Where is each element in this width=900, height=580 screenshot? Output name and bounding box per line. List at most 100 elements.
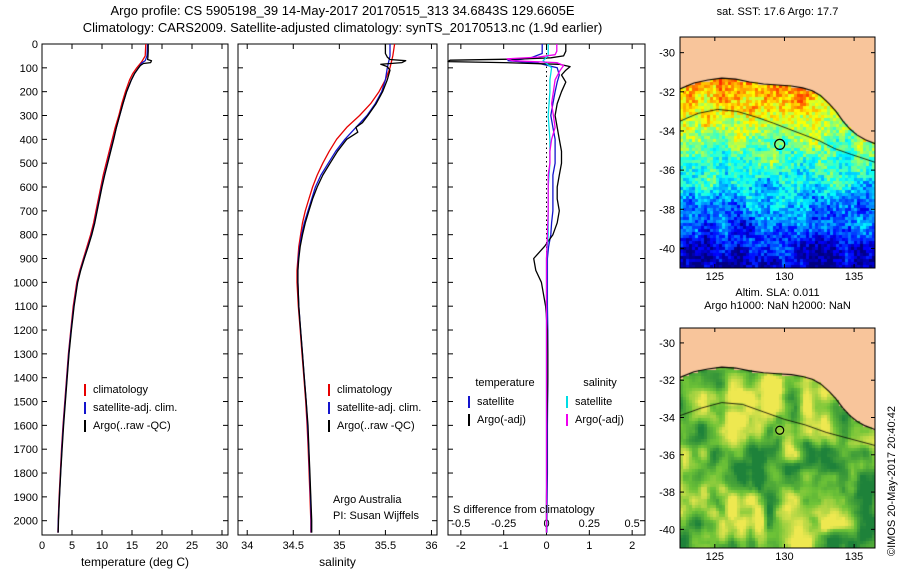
axis-tick-label: 800: [20, 230, 38, 242]
legend-item-climatology: climatology: [328, 381, 421, 399]
series-argo-adj-s-diff: [506, 44, 565, 533]
axis-tick-label: -40: [659, 524, 675, 536]
axis-tick-label: 1300: [14, 349, 38, 361]
legend-label: Argo(-adj): [575, 414, 624, 426]
axis-tick-label: 100: [20, 63, 38, 75]
legend-item-satellite-tdiff: satellite: [460, 393, 550, 411]
legend-swatch-climatology: [84, 384, 86, 396]
figure-title-line2: Climatology: CARS2009. Satellite-adjuste…: [82, 20, 603, 35]
axis-tick-label: 1100: [14, 301, 38, 313]
axis-tick-label: -38: [659, 204, 675, 216]
axis-tick-label: 0: [39, 540, 45, 552]
axis-tick-label: 0.5: [625, 518, 640, 530]
axis-tick-label: 1700: [14, 444, 38, 456]
axis-tick-label: 400: [20, 134, 38, 146]
axis-tick-label: -32: [659, 375, 675, 387]
axis-tick-label: 34.5: [283, 540, 304, 552]
axis-tick-label: 2000: [14, 516, 38, 528]
axis-tick-label: 35.5: [375, 540, 396, 552]
axis-tick-label: 0: [32, 39, 38, 51]
plot-box-temperature-profile: [41, 43, 229, 536]
series-argo-raw-qc: [297, 44, 407, 533]
axis-tick-label: -34: [659, 126, 675, 138]
axis-tick-label: 1200: [14, 325, 38, 337]
legend-swatch-argo: [84, 420, 86, 432]
axis-tick-label: -38: [659, 487, 675, 499]
axis-tick-label: 1400: [14, 373, 38, 385]
legend-swatch-satellite-sdiff: [566, 396, 568, 408]
axis-tick-label: 1: [586, 540, 592, 552]
sla-map-title: Altim. SLA: 0.011: [735, 287, 820, 299]
axis-tick-label: 700: [20, 206, 38, 218]
legend-swatch-climatology: [328, 384, 330, 396]
legend-label: Argo(-adj): [477, 414, 526, 426]
legend-item-argo-tdiff: Argo(-adj): [460, 411, 550, 429]
series-argo-raw-qc: [57, 44, 153, 533]
legend-swatch-argo-sdiff: [566, 414, 568, 426]
axis-tick-label: 135: [845, 271, 863, 283]
watermark: ©IMOS 20-May-2017 20:40:42: [886, 406, 898, 556]
legend-swatch-argo-tdiff: [468, 414, 470, 426]
axis-tick-label: 125: [706, 271, 724, 283]
axis-tick-label: -36: [659, 165, 675, 177]
axis-tick-label: 30: [216, 540, 228, 552]
legend-label: satellite-adj. clim.: [93, 402, 178, 414]
axis-tick-label: 1600: [14, 420, 38, 432]
axis-tick-label: 130: [775, 271, 793, 283]
legend-item-argo: Argo(..raw -QC): [328, 417, 421, 435]
xlabel-salinity: salinity: [319, 555, 356, 569]
s-difference-label: S difference from climatology: [453, 504, 595, 516]
axis-tick-label: 0.25: [579, 518, 600, 530]
axis-tick-label: 1500: [14, 397, 38, 409]
axis-tick-label: 130: [775, 551, 793, 563]
xlabel-temperature: temperature (deg C): [80, 555, 190, 569]
legend-item-satellite-adj: satellite-adj. clim.: [84, 399, 177, 417]
axis-tick-label: 900: [20, 254, 38, 266]
axis-tick-label: -2: [456, 540, 466, 552]
series-satellite-adj-clim: [57, 43, 149, 533]
axis-tick-label: 1900: [14, 492, 38, 504]
argo-position-marker: [774, 138, 786, 150]
figure-title-line1: Argo profile: CS 5905198_39 14-May-2017 …: [110, 3, 575, 18]
axis-tick-label: 25: [186, 540, 198, 552]
series-climatology: [57, 43, 147, 533]
axis-tick-label: -30: [659, 48, 675, 60]
series-satellite-t-diff: [507, 44, 560, 533]
axis-tick-label: 135: [845, 551, 863, 563]
axis-tick-label: 35: [333, 540, 345, 552]
axis-tick-label: 125: [706, 551, 724, 563]
legend-temperature-diff: temperature satellite Argo(-adj): [460, 377, 550, 429]
axis-tick-label: -1: [499, 540, 509, 552]
axis-tick-label: -0.5: [451, 518, 470, 530]
note-argo-australia: Argo Australia: [333, 494, 402, 506]
axis-tick-label: 15: [126, 540, 138, 552]
map-box-sst-map: [679, 36, 876, 269]
legend-title-salinity: salinity: [583, 377, 617, 389]
axis-tick-label: -36: [659, 450, 675, 462]
axis-tick-label: 36: [425, 540, 437, 552]
legend-salinity-panel: climatology satellite-adj. clim. Argo(..…: [328, 381, 421, 435]
series-satellite-adj-clim: [297, 44, 391, 533]
legend-label: satellite-adj. clim.: [337, 402, 422, 414]
axis-tick-label: 1000: [14, 277, 38, 289]
legend-label: satellite: [477, 396, 515, 408]
legend-item-satellite-adj: satellite-adj. clim.: [328, 399, 421, 417]
argo-heat-content-title: Argo h1000: NaN h2000: NaN: [704, 300, 851, 312]
note-pi: PI: Susan Wijffels: [333, 510, 419, 522]
map-box-sla-map: [679, 327, 876, 549]
legend-swatch-satellite-adj: [84, 402, 86, 414]
axis-tick-label: 10: [96, 540, 108, 552]
sla-map-canvas: [680, 328, 875, 548]
axis-tick-label: 5: [69, 540, 75, 552]
legend-label: Argo(..raw -QC): [93, 420, 171, 432]
legend-item-argo-sdiff: Argo(-adj): [558, 411, 642, 429]
legend-label: Argo(..raw -QC): [337, 420, 415, 432]
axis-tick-label: -32: [659, 87, 675, 99]
legend-item-climatology: climatology: [84, 381, 177, 399]
axis-tick-label: 600: [20, 182, 38, 194]
legend-label: satellite: [575, 396, 613, 408]
axis-tick-label: 0: [543, 540, 549, 552]
legend-swatch-satellite-adj: [328, 402, 330, 414]
